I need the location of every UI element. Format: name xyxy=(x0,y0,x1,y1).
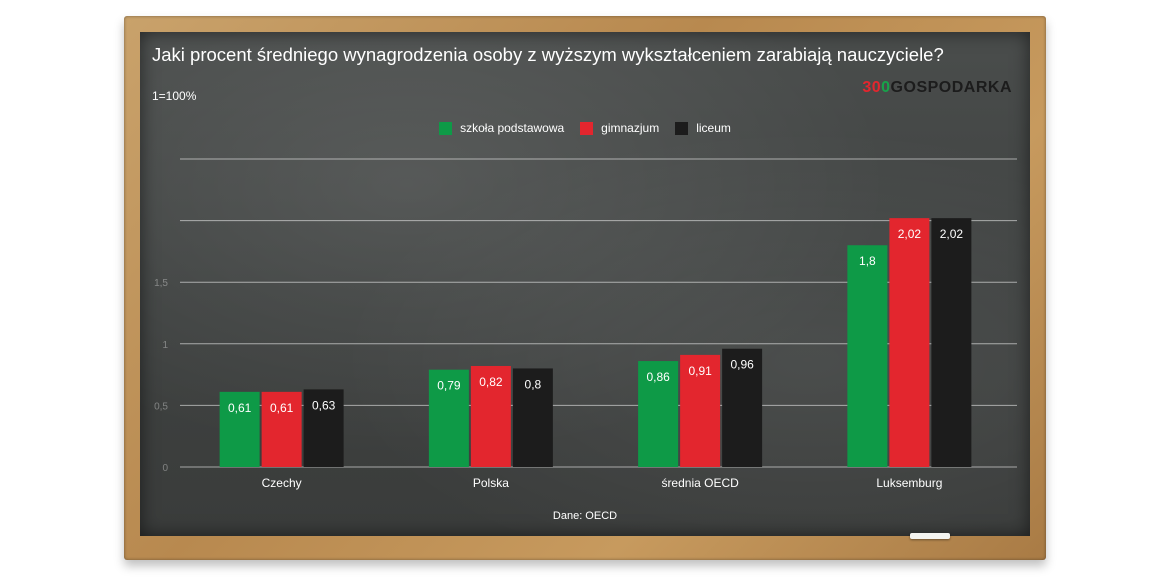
chart-title: Jaki procent średniego wynagrodzenia oso… xyxy=(152,44,944,65)
bar xyxy=(889,218,930,467)
data-label: 0,91 xyxy=(688,364,712,378)
legend-item-secondary: gimnazjum xyxy=(580,121,659,135)
bar xyxy=(219,391,260,467)
legend-swatch-secondary xyxy=(580,121,594,135)
logo-part-3: 0 xyxy=(881,79,891,96)
bar xyxy=(680,354,721,467)
data-label: 2,02 xyxy=(940,227,964,241)
y-tick-label: 0 xyxy=(162,463,168,474)
y-tick-label: 1,5 xyxy=(154,278,168,289)
bar xyxy=(261,391,302,467)
x-tick-label: średnia OECD xyxy=(661,476,739,490)
legend-swatch-tertiary xyxy=(675,121,689,135)
data-label: 2,02 xyxy=(898,227,922,241)
bar xyxy=(470,365,511,467)
brand-logo: 300GOSPODARKA xyxy=(862,79,1012,97)
data-label: 0,8 xyxy=(525,377,542,391)
x-tick-label: Polska xyxy=(473,476,509,490)
legend-label-secondary: gimnazjum xyxy=(601,121,660,135)
bar xyxy=(638,361,679,467)
bar xyxy=(722,348,763,467)
chalkboard: Jaki procent średniego wynagrodzenia oso… xyxy=(140,32,1030,536)
legend-item-primary: szkoła podstawowa xyxy=(439,121,564,135)
bar xyxy=(303,389,344,467)
bar-chart: 0 0,5 1 1,5 0,61 0,61 0,63 Czechy 0,79 0,82 0,8 Pol… xyxy=(154,158,1017,490)
x-tick-label: Czechy xyxy=(262,476,302,490)
data-label: 0,79 xyxy=(437,379,461,393)
data-label: 0,82 xyxy=(479,375,503,389)
legend-label-tertiary: liceum xyxy=(696,121,731,135)
legend: szkoła podstawowa gimnazjum liceum xyxy=(140,121,1030,135)
source-note: Dane: OECD xyxy=(552,510,618,522)
logo-part-4: GOSPODARKA xyxy=(890,79,1012,96)
data-label: 0,61 xyxy=(228,401,252,415)
unit-note: 1=100% xyxy=(152,89,197,103)
y-tick-label: 1 xyxy=(162,340,168,351)
logo-part-2: 0 xyxy=(871,79,882,96)
logo-part-1: 3 xyxy=(862,79,872,96)
bar xyxy=(512,368,553,467)
bar xyxy=(931,218,972,467)
bar xyxy=(428,369,469,467)
chalk-piece xyxy=(910,533,950,539)
data-label: 0,63 xyxy=(312,398,336,412)
data-label: 0,61 xyxy=(270,401,294,415)
legend-label-primary: szkoła podstawowa xyxy=(460,121,565,135)
legend-item-tertiary: liceum xyxy=(675,121,731,135)
bar xyxy=(847,245,888,467)
data-label: 0,86 xyxy=(646,370,670,384)
x-tick-label: Luksemburg xyxy=(876,476,942,490)
y-tick-label: 0,5 xyxy=(154,401,168,412)
data-label: 1,8 xyxy=(859,254,876,268)
legend-swatch-primary xyxy=(439,121,453,135)
data-label: 0,96 xyxy=(730,358,754,372)
